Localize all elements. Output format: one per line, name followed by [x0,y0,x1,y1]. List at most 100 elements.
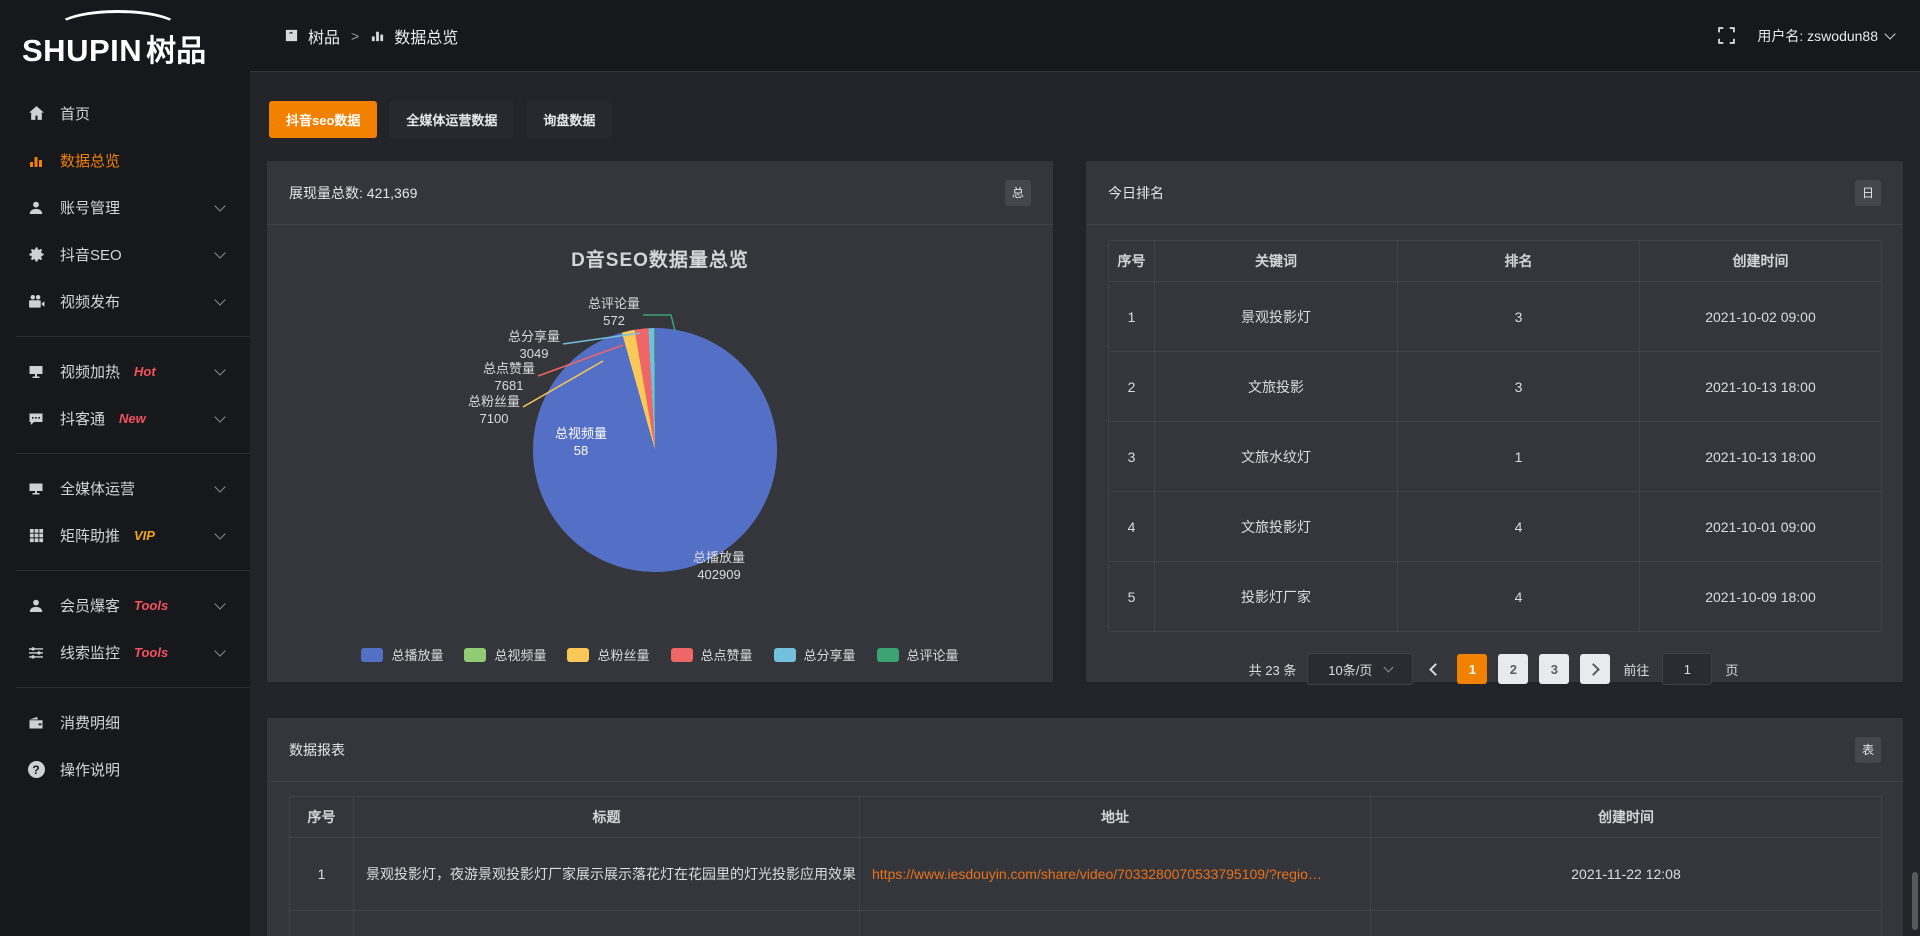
sidebar-divider [16,336,250,337]
page-size-select[interactable]: 10条/页 [1307,653,1413,685]
col-url: 地址 [860,797,1371,838]
video-camera-icon [26,292,46,312]
prev-page-button[interactable] [1424,654,1446,684]
table-row [290,911,1882,936]
tools-badge: Tools [134,598,168,613]
overview-panel-header: 展现量总数: 421,369 总 [267,161,1053,225]
tools-badge: Tools [134,645,168,660]
sidebar-item-matrix-boost[interactable]: 矩阵助推 VIP [0,512,250,559]
goto-suffix-label: 页 [1725,660,1738,679]
ranking-panel: 今日排名 日 序号 关键词 排名 创建时间 1 景观投影灯 [1086,161,1903,682]
sidebar-item-home[interactable]: 首页 [0,90,250,137]
page-scrollbar-thumb[interactable] [1912,872,1918,930]
logo-arc-decoration [56,10,180,46]
sidebar-item-member-burst[interactable]: 会员爆客 Tools [0,582,250,629]
col-rank: 排名 [1398,241,1640,282]
col-created: 创建时间 [1371,797,1882,838]
user-menu[interactable]: 用户名: zswodun88 [1757,26,1894,46]
breadcrumb-separator: > [351,28,359,44]
sidebar: SHUPIN树品 首页 数据总览 账号管理 [0,0,250,936]
sidebar-item-lead-monitor[interactable]: 线索监控 Tools [0,629,250,676]
sidebar-divider [16,687,250,688]
sidebar-item-label: 矩阵助推 [60,525,120,546]
tab-omni-media-data[interactable]: 全媒体运营数据 [389,101,514,138]
col-title: 标题 [354,797,860,838]
report-table: 序号 标题 地址 创建时间 1 景观投影灯，夜游景观投影灯厂家展示展示落花灯在花… [289,796,1882,936]
page-button-3[interactable]: 3 [1539,654,1569,684]
fullscreen-icon[interactable] [1718,27,1735,44]
sidebar-item-video-heat[interactable]: 视频加热 Hot [0,348,250,395]
sidebar-item-data-overview[interactable]: 数据总览 [0,137,250,184]
user-icon [26,198,46,218]
table-badge-button[interactable]: 表 [1855,737,1881,763]
hot-badge: Hot [134,364,156,379]
chart-legend: 总播放量 总视频量 总粉丝量 总点赞量 总分享量 总评论量 [267,645,1053,664]
chevron-down-icon [214,294,225,305]
sidebar-item-account[interactable]: 账号管理 [0,184,250,231]
sidebar-item-douyin-seo[interactable]: 抖音SEO [0,231,250,278]
video-link[interactable]: https://www.iesdouyin.com/share/video/70… [872,866,1322,882]
pie-label-videos: 总视频量58 [555,425,607,459]
goto-page-input[interactable] [1662,653,1712,685]
chevron-down-icon [214,528,225,539]
pie-label-fans: 总粉丝量7100 [468,393,520,427]
sidebar-item-label: 会员爆客 [60,595,120,616]
bar-chart-icon [26,151,46,171]
sidebar-item-douketong[interactable]: 抖客通 New [0,395,250,442]
legend-item[interactable]: 总视频量 [464,645,546,664]
legend-swatch [361,648,383,662]
sidebar-item-label: 线索监控 [60,642,120,663]
sidebar-item-spend-detail[interactable]: 消费明细 [0,699,250,746]
chevron-down-icon [214,200,225,211]
next-page-button[interactable] [1580,654,1610,684]
legend-item[interactable]: 总点赞量 [671,645,753,664]
legend-item[interactable]: 总分享量 [774,645,856,664]
breadcrumb-current: 数据总览 [394,24,458,48]
sidebar-item-label: 视频加热 [60,361,120,382]
col-index: 序号 [1109,241,1155,282]
sliders-icon [26,643,46,663]
sidebar-item-label: 抖音SEO [60,244,122,265]
tab-inquiry-data[interactable]: 询盘数据 [526,101,612,138]
legend-item[interactable]: 总粉丝量 [567,645,649,664]
sidebar-item-video-publish[interactable]: 视频发布 [0,278,250,325]
sidebar-item-help[interactable]: ? 操作说明 [0,746,250,793]
table-row: 3 文旅水纹灯 1 2021-10-13 18:00 [1109,422,1882,492]
sidebar-item-label: 全媒体运营 [60,478,135,499]
legend-swatch [877,648,899,662]
chevron-down-icon [214,364,225,375]
sidebar-item-omni-media[interactable]: 全媒体运营 [0,465,250,512]
pie-label-likes: 总点赞量7681 [483,360,535,394]
legend-item[interactable]: 总评论量 [877,645,959,664]
report-header-row: 序号 标题 地址 创建时间 [290,797,1882,838]
page-button-2[interactable]: 2 [1498,654,1528,684]
question-icon: ? [26,760,46,780]
chevron-down-icon [1884,28,1895,39]
chevron-down-icon [1384,663,1394,673]
sidebar-item-label: 消费明细 [60,712,120,733]
sidebar-item-label: 视频发布 [60,291,120,312]
chart-title: D音SEO数据量总览 [267,225,1053,272]
table-row: 1 景观投影灯，夜游景观投影灯厂家展示展示落花灯在花园里的灯光投影应用效果 # … [290,838,1882,911]
table-row: 2 文旅投影 3 2021-10-13 18:00 [1109,352,1882,422]
chat-bubble-icon [26,409,46,429]
page-button-1[interactable]: 1 [1457,654,1487,684]
sidebar-item-label: 账号管理 [60,197,120,218]
ranking-panel-header: 今日排名 日 [1086,161,1903,225]
overview-title: 展现量总数: 421,369 [289,183,417,203]
total-badge-button[interactable]: 总 [1005,180,1031,206]
breadcrumb-root[interactable]: 树品 [308,24,340,48]
day-badge-button[interactable]: 日 [1855,180,1881,206]
pagination: 共 23 条 10条/页 1 2 3 前往 页 [1086,653,1903,685]
report-panel: 数据报表 表 序号 标题 地址 创建时间 1 景观投影灯，夜游景观投影灯厂 [267,718,1903,936]
legend-item[interactable]: 总播放量 [361,645,443,664]
goto-label: 前往 [1623,660,1649,679]
total-count-label: 共 23 条 [1249,660,1297,679]
ranking-title: 今日排名 [1108,183,1164,203]
monitor-icon [26,362,46,382]
legend-swatch [567,648,589,662]
app-window: SHUPIN树品 首页 数据总览 账号管理 [0,0,1920,936]
table-row: 5 投影灯厂家 4 2021-10-09 18:00 [1109,562,1882,632]
tab-douyin-seo-data[interactable]: 抖音seo数据 [269,101,377,138]
home-icon [26,104,46,124]
